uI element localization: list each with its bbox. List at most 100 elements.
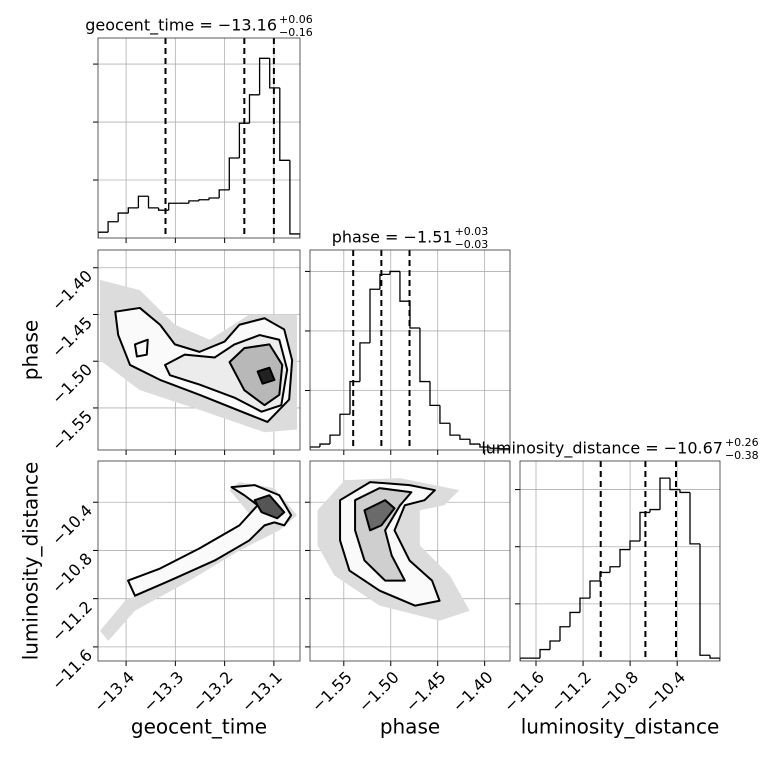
histogram-step xyxy=(208,197,220,200)
x-tick-label: −1.55 xyxy=(308,668,356,716)
contour xyxy=(363,499,396,532)
y-axis-label: luminosity_distance xyxy=(19,462,43,661)
histogram-step xyxy=(349,380,360,415)
histogram-step xyxy=(218,189,230,198)
panel: −13.4 −13.3 −13.2 −13.1 −10.4−10.8−11.2−11.6… xyxy=(19,460,301,739)
plot-area xyxy=(99,279,298,433)
histogram-step xyxy=(489,447,500,449)
histogram-step xyxy=(117,212,129,222)
y-tick-label: −10.8 xyxy=(48,549,96,597)
histogram-step xyxy=(329,434,340,445)
histogram-step xyxy=(669,478,680,491)
x-tick-label: −13.1 xyxy=(238,668,286,716)
title-lower-error: −0.38 xyxy=(725,449,759,462)
histogram-step xyxy=(359,342,370,382)
histogram-step xyxy=(168,202,179,211)
histogram-step xyxy=(629,540,640,550)
histogram-step xyxy=(279,87,290,161)
axes-frame xyxy=(519,460,721,662)
histogram-step xyxy=(228,157,240,190)
y-tick-label: −11.6 xyxy=(48,645,96,693)
x-tick-label: −13.3 xyxy=(139,668,187,716)
histogram-step xyxy=(459,435,470,440)
x-axis-label: luminosity_distance xyxy=(521,715,720,739)
histogram-step xyxy=(269,58,280,89)
x-tick-label: −13.2 xyxy=(189,668,237,716)
histogram-step xyxy=(379,273,390,290)
plot-area xyxy=(317,478,470,621)
histogram-step xyxy=(609,566,620,573)
histogram-step xyxy=(409,301,420,329)
histogram-step xyxy=(339,413,350,436)
histogram-step xyxy=(559,626,570,641)
histogram-step xyxy=(289,160,300,238)
x-tick-label: −11.6 xyxy=(500,668,548,716)
histogram-step xyxy=(310,446,320,450)
histogram-step xyxy=(369,288,380,343)
y-tick-label: −11.2 xyxy=(48,597,96,645)
histogram-step xyxy=(419,327,430,383)
histogram-step xyxy=(429,381,440,407)
histogram-step xyxy=(198,199,210,201)
histogram-step xyxy=(639,511,650,541)
title-lower-error: −0.03 xyxy=(455,238,489,251)
title-upper-error: +0.26 xyxy=(725,436,759,449)
contour xyxy=(253,494,286,520)
histogram-step xyxy=(248,94,260,124)
histogram-step xyxy=(619,548,630,567)
x-tick-label: −1.40 xyxy=(449,668,497,716)
histogram-step xyxy=(98,231,109,238)
y-tick-label: −1.45 xyxy=(48,313,96,361)
panel: −1.55−1.50−1.45−1.40 phase xyxy=(305,460,511,739)
histogram-step xyxy=(107,221,119,233)
y-tick-label: −1.55 xyxy=(48,407,96,455)
panel xyxy=(93,37,301,243)
histogram-step xyxy=(479,444,490,448)
sample-cloud xyxy=(99,482,298,641)
y-tick-label: −1.40 xyxy=(48,266,96,314)
axes-frame xyxy=(309,460,511,662)
y-axis-label: phase xyxy=(19,320,43,380)
histogram-step xyxy=(188,200,199,204)
contour xyxy=(127,484,293,597)
y-tick-label: −1.50 xyxy=(48,360,96,408)
histogram-step xyxy=(579,597,590,613)
axes-frame xyxy=(309,249,511,451)
histogram-step xyxy=(439,405,450,424)
histogram-step xyxy=(449,423,460,436)
x-tick-label: −10.8 xyxy=(594,668,642,716)
panel: −1.40−1.45−1.50−1.55 phase xyxy=(19,249,301,455)
axes-frame xyxy=(97,460,301,662)
contour xyxy=(256,366,276,385)
histogram-step xyxy=(699,543,710,656)
histogram-step xyxy=(127,207,139,214)
histogram-step xyxy=(649,508,660,513)
histogram-step xyxy=(659,477,670,510)
plot-area xyxy=(520,461,720,661)
plot-area xyxy=(310,250,510,450)
y-tick-label: −10.4 xyxy=(48,501,96,549)
x-tick-label: −1.45 xyxy=(402,668,450,716)
histogram-step xyxy=(679,489,690,494)
histogram-step xyxy=(589,580,600,599)
axes-frame xyxy=(97,249,301,451)
histogram-step xyxy=(258,57,270,95)
histogram-step xyxy=(157,207,169,211)
contour xyxy=(228,343,284,407)
plot-area xyxy=(98,38,300,238)
histogram-step xyxy=(389,270,400,275)
title-upper-error: +0.06 xyxy=(279,13,313,26)
contour xyxy=(133,338,149,358)
axes-frame xyxy=(97,37,301,239)
panel-title: phase = −1.51 xyxy=(332,228,453,247)
histogram-step xyxy=(319,443,330,448)
x-tick-label: −11.2 xyxy=(547,668,595,716)
x-tick-label: −10.4 xyxy=(641,668,689,716)
histogram-step xyxy=(549,640,560,650)
histogram-step xyxy=(137,195,149,208)
histogram-step xyxy=(569,611,580,627)
x-axis-label: geocent_time xyxy=(131,715,267,739)
x-axis-label: phase xyxy=(380,715,440,739)
histogram-step xyxy=(709,655,720,661)
